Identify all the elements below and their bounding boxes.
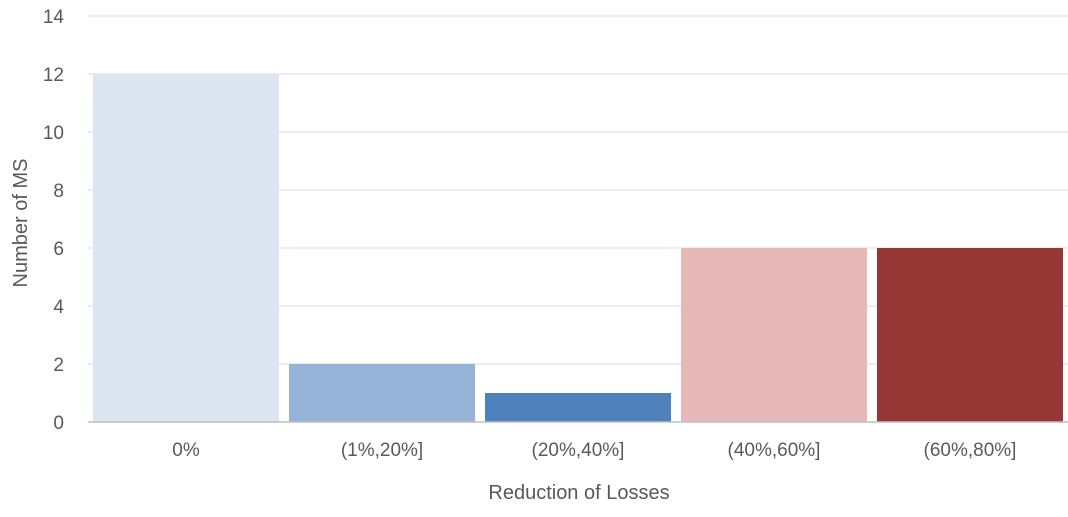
x-tick-labels: 0% (1%,20%] (20%,40%] (40%,60%] (60%,80%]	[172, 440, 1016, 461]
x-tick-label: 0%	[172, 440, 200, 461]
bars	[93, 74, 1063, 422]
y-tick-label: 12	[43, 65, 64, 86]
x-tick-label: (20%,40%]	[532, 440, 625, 461]
y-tick-label: 8	[53, 181, 64, 202]
y-tick-label: 2	[53, 355, 64, 376]
x-tick-label: (40%,60%]	[728, 440, 821, 461]
y-tick-label: 14	[43, 7, 65, 28]
bar	[485, 393, 671, 422]
bar	[681, 248, 867, 422]
y-tick-labels: 0 2 4 6 8 10 12 14	[43, 7, 65, 434]
y-tick-label: 0	[53, 413, 64, 434]
y-tick-label: 10	[43, 123, 64, 144]
bar	[877, 248, 1063, 422]
y-tick-label: 6	[53, 239, 64, 260]
bar	[289, 364, 475, 422]
x-axis-title: Reduction of Losses	[488, 482, 669, 504]
bar	[93, 74, 279, 422]
y-axis-title: Number of MS	[10, 159, 32, 288]
y-tick-label: 4	[53, 297, 64, 318]
x-tick-label: (60%,80%]	[924, 440, 1017, 461]
x-tick-label: (1%,20%]	[341, 440, 423, 461]
